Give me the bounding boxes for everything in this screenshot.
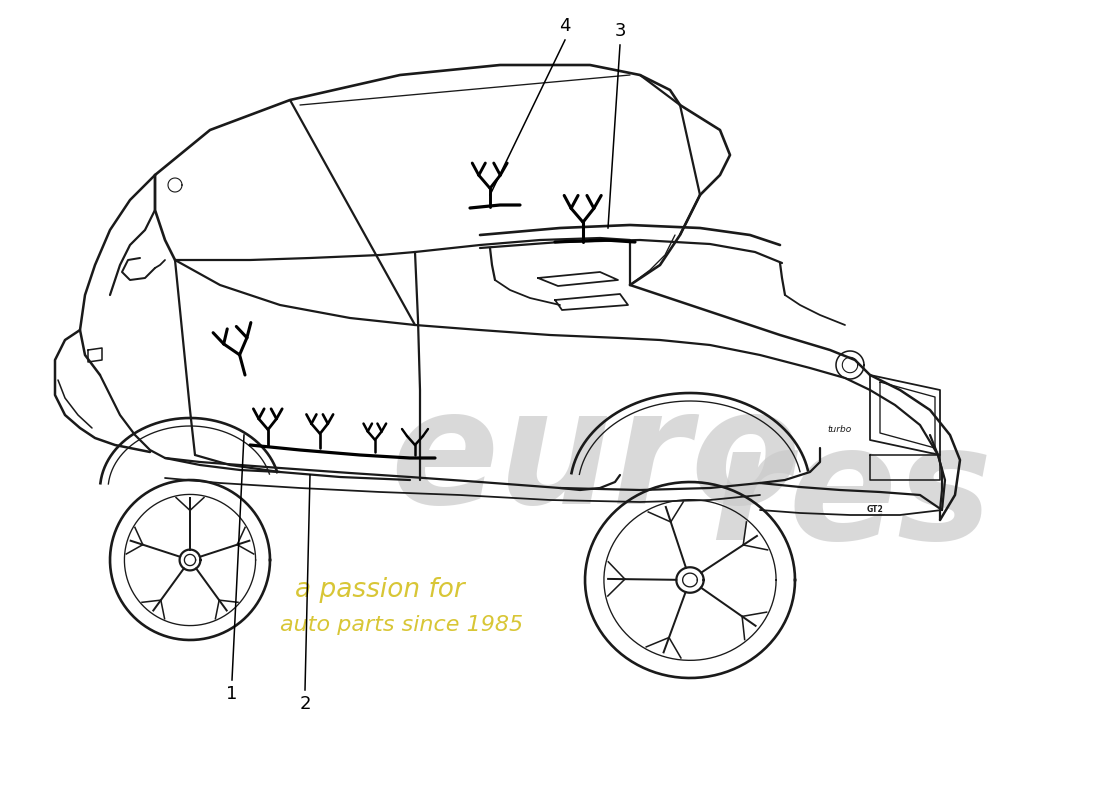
Text: 3: 3 bbox=[614, 22, 626, 40]
Text: a passion for: a passion for bbox=[295, 577, 464, 603]
Text: 4: 4 bbox=[559, 17, 571, 35]
Text: res: res bbox=[710, 418, 992, 573]
Text: euro: euro bbox=[390, 382, 801, 538]
Text: turbo: turbo bbox=[828, 426, 852, 434]
Text: 2: 2 bbox=[299, 695, 310, 713]
Text: GT2: GT2 bbox=[867, 506, 883, 514]
Text: 1: 1 bbox=[227, 685, 238, 703]
Text: auto parts since 1985: auto parts since 1985 bbox=[280, 615, 524, 635]
